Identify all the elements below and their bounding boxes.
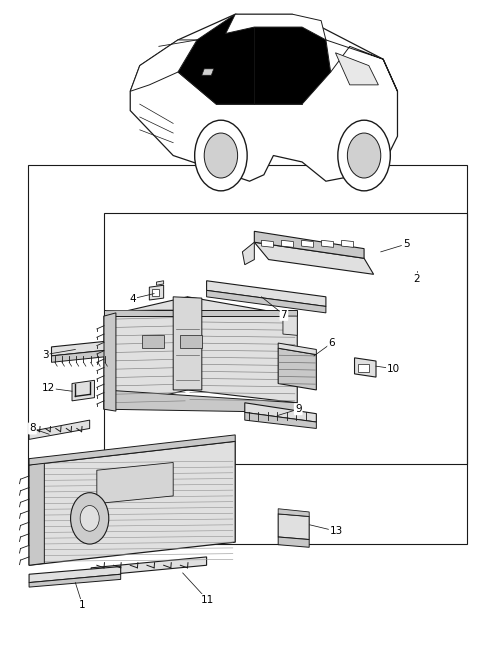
Polygon shape (156, 281, 164, 285)
Text: 12: 12 (42, 383, 55, 393)
Text: 10: 10 (387, 364, 400, 373)
Polygon shape (242, 243, 254, 264)
Text: 8: 8 (29, 424, 36, 433)
Text: 3: 3 (42, 350, 48, 360)
Bar (28, 165, 467, 544)
Polygon shape (278, 537, 309, 547)
Circle shape (338, 120, 390, 191)
Polygon shape (322, 241, 334, 248)
Polygon shape (104, 297, 188, 409)
Polygon shape (130, 40, 197, 92)
Polygon shape (91, 557, 206, 576)
Polygon shape (142, 335, 164, 348)
Text: 2: 2 (413, 274, 420, 284)
Polygon shape (104, 313, 116, 411)
Polygon shape (278, 343, 316, 355)
Polygon shape (281, 241, 293, 248)
Polygon shape (326, 40, 397, 92)
Text: 5: 5 (403, 239, 409, 249)
Text: 4: 4 (129, 293, 136, 304)
Polygon shape (355, 358, 376, 377)
Polygon shape (180, 335, 202, 348)
Polygon shape (104, 390, 297, 412)
Bar (104, 213, 467, 464)
Polygon shape (29, 420, 90, 439)
Text: 7: 7 (281, 310, 287, 320)
Polygon shape (104, 310, 297, 316)
Text: 11: 11 (201, 595, 214, 605)
Text: 13: 13 (330, 526, 343, 536)
Bar (152, 289, 159, 295)
Polygon shape (29, 566, 120, 582)
Polygon shape (245, 402, 316, 422)
Circle shape (195, 120, 247, 191)
Polygon shape (72, 381, 95, 401)
Polygon shape (278, 514, 309, 540)
Polygon shape (149, 285, 164, 300)
Polygon shape (254, 232, 364, 258)
Polygon shape (29, 574, 120, 587)
Polygon shape (206, 281, 326, 306)
Polygon shape (226, 14, 326, 40)
Polygon shape (51, 350, 114, 362)
Polygon shape (301, 241, 313, 248)
Circle shape (80, 506, 99, 531)
Polygon shape (254, 243, 373, 274)
Circle shape (348, 133, 381, 178)
Circle shape (204, 133, 238, 178)
Polygon shape (173, 297, 202, 390)
Polygon shape (130, 14, 397, 181)
Circle shape (71, 493, 109, 544)
Polygon shape (206, 290, 326, 313)
Polygon shape (29, 435, 235, 465)
Polygon shape (342, 241, 354, 248)
Polygon shape (278, 348, 316, 390)
Polygon shape (51, 341, 114, 356)
Polygon shape (278, 509, 309, 517)
Text: 9: 9 (295, 404, 301, 414)
Polygon shape (178, 14, 331, 104)
Polygon shape (245, 412, 316, 428)
Polygon shape (336, 53, 378, 85)
Text: 6: 6 (328, 338, 335, 348)
Polygon shape (262, 241, 274, 248)
Polygon shape (29, 441, 235, 565)
Polygon shape (283, 316, 297, 335)
Text: 1: 1 (79, 600, 86, 610)
Polygon shape (97, 462, 173, 504)
Bar (359, 364, 369, 372)
Polygon shape (202, 69, 214, 75)
Polygon shape (188, 297, 297, 402)
Polygon shape (29, 462, 44, 565)
